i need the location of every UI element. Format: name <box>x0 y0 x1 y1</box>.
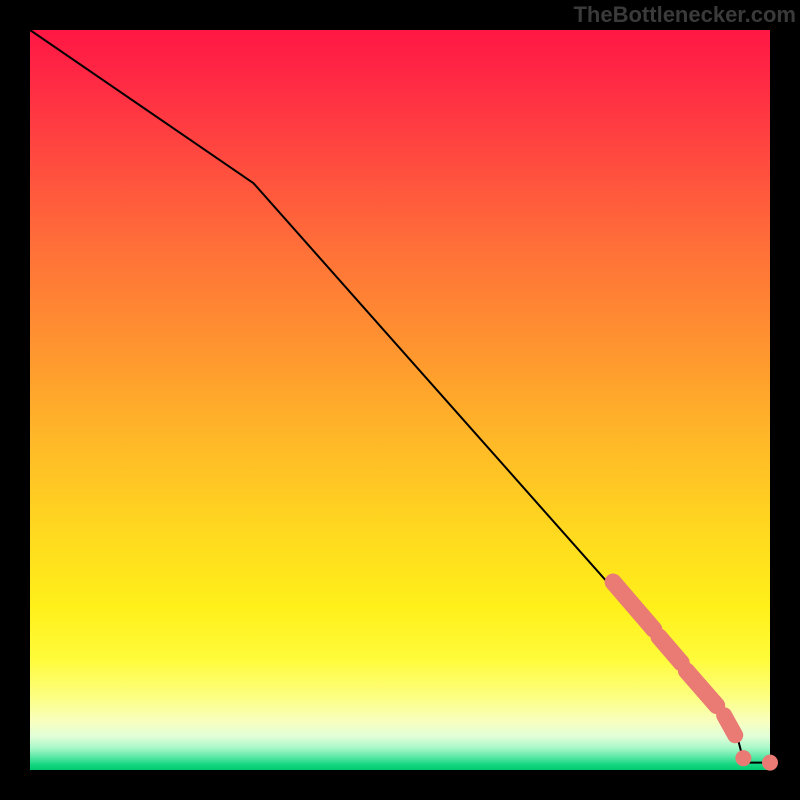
marker-dot <box>735 750 751 766</box>
marker-segment <box>724 715 735 735</box>
plot-area <box>30 30 770 770</box>
marker-dot <box>762 755 778 771</box>
bottleneck-chart <box>0 0 800 800</box>
chart-container: TheBottlenecker.com <box>0 0 800 800</box>
watermark-text: TheBottlenecker.com <box>573 2 796 28</box>
